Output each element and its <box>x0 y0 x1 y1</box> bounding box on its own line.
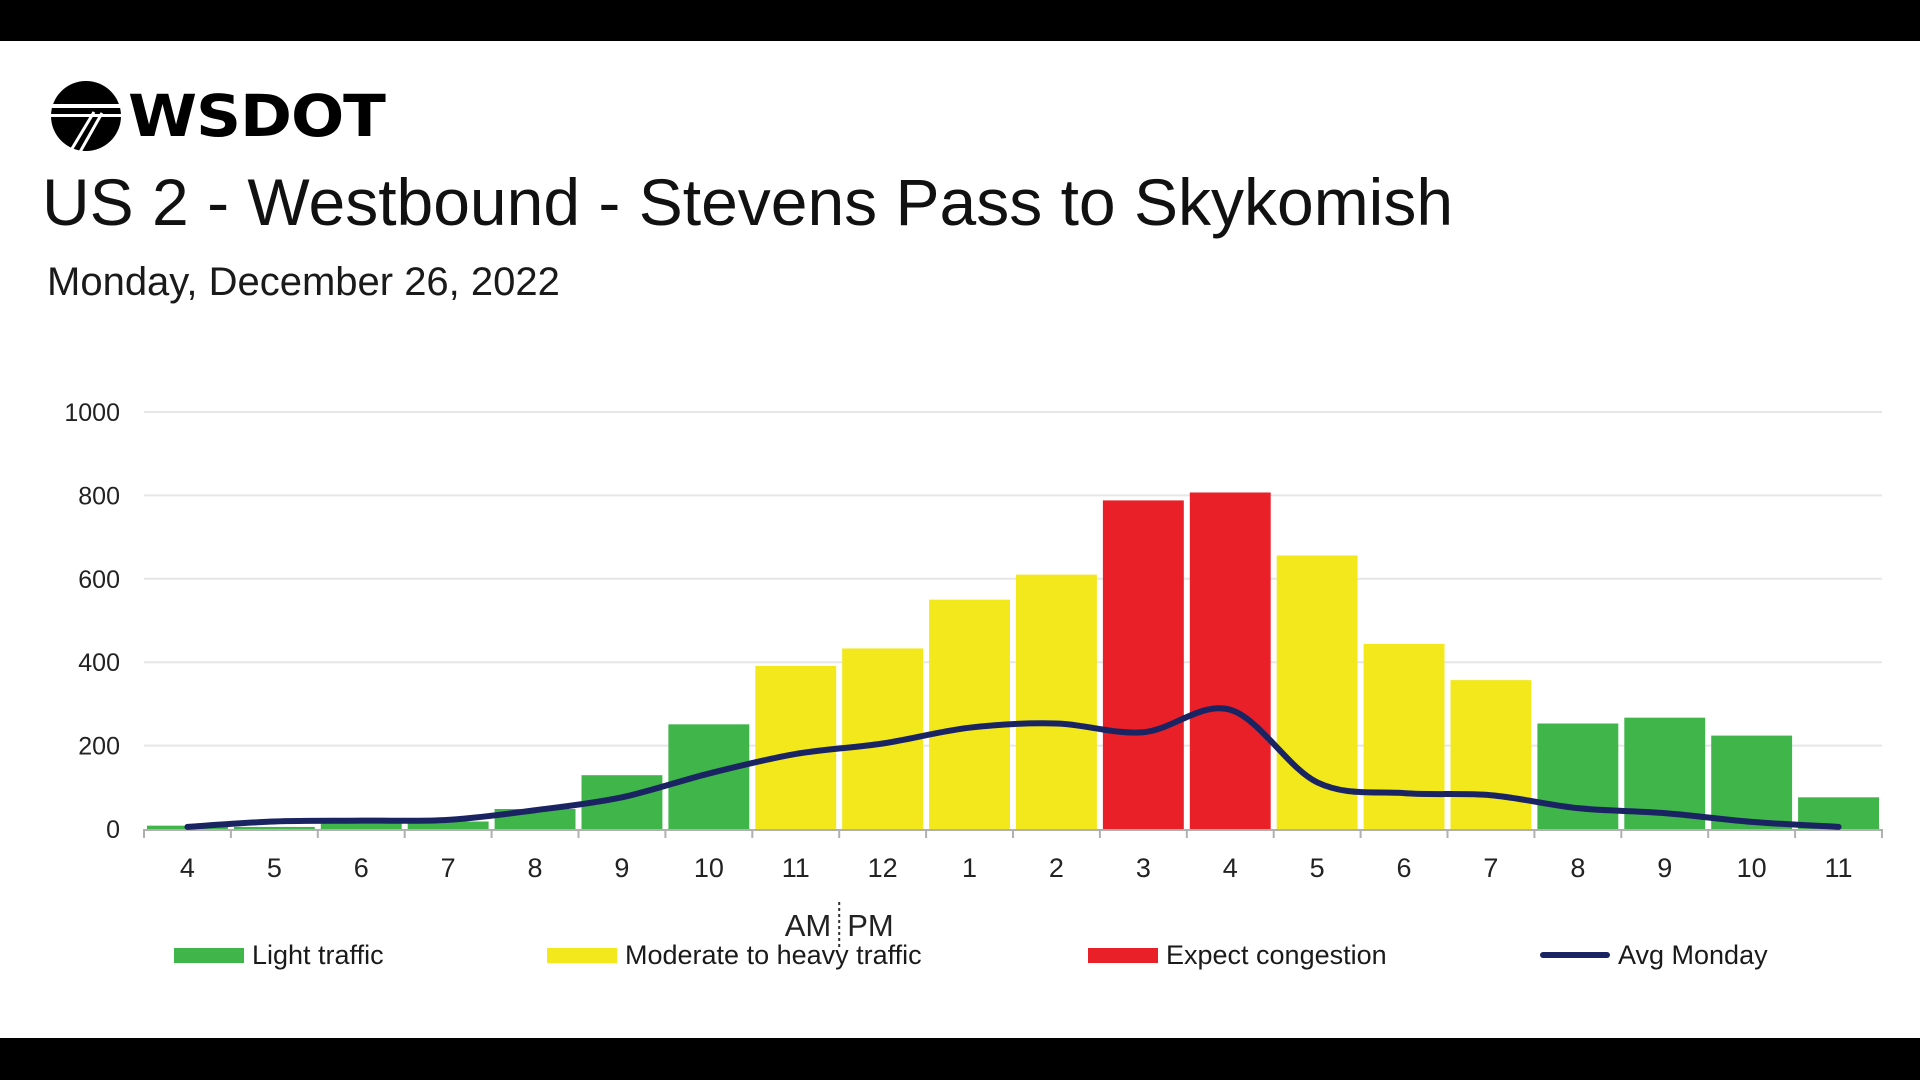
y-tick-label: 600 <box>78 566 120 594</box>
bar-light <box>320 821 402 829</box>
x-tick-label: 6 <box>354 853 369 883</box>
x-tick-label: 1 <box>962 853 977 883</box>
x-tick-label: 8 <box>528 853 543 883</box>
legend-label-avg: Avg Monday <box>1618 939 1768 970</box>
x-tick-label: 5 <box>267 853 282 883</box>
legend-item-moderate: Moderate to heavy traffic <box>547 935 922 975</box>
bar-light <box>407 821 489 829</box>
legend-label-moderate: Moderate to heavy traffic <box>625 939 922 970</box>
legend-swatch-light <box>174 947 244 963</box>
y-tick-label: 800 <box>78 482 120 510</box>
x-tick-label: 9 <box>614 853 629 883</box>
bar-moderate <box>1016 574 1097 829</box>
legend-line-avg-icon <box>1540 952 1610 958</box>
bar-congestion <box>1102 500 1184 829</box>
x-tick-label: 5 <box>1310 853 1325 883</box>
x-tick-label: 4 <box>1223 853 1238 883</box>
legend-item-congestion: Expect congestion <box>1088 935 1387 975</box>
wsdot-logo: WSDOT <box>50 81 386 152</box>
y-tick-label: 0 <box>106 816 120 844</box>
x-tick-label: 2 <box>1049 853 1064 883</box>
bar-light <box>668 724 750 829</box>
bar-light <box>1711 735 1793 829</box>
legend-label-light: Light traffic <box>252 939 384 970</box>
legend-swatch-congestion <box>1088 947 1158 963</box>
chart-legend: Light traffic Moderate to heavy traffic … <box>0 935 1920 975</box>
x-tick-label: 11 <box>1825 853 1853 883</box>
wsdot-emblem-icon <box>50 81 122 152</box>
x-tick-label: 4 <box>180 853 195 883</box>
logo-wordmark: WSDOT <box>128 82 386 150</box>
x-tick-label: 10 <box>694 853 724 883</box>
x-tick-label: 7 <box>1483 853 1498 883</box>
chart-subtitle: Monday, December 26, 2022 <box>47 260 560 304</box>
bar-moderate <box>1450 680 1532 829</box>
avg-monday-line <box>184 705 1842 830</box>
y-tick-label: 400 <box>78 649 120 677</box>
am-label: AM <box>785 908 832 943</box>
x-tick-label: 6 <box>1397 853 1412 883</box>
legend-item-avg: Avg Monday <box>1540 935 1768 975</box>
legend-label-congestion: Expect congestion <box>1166 939 1387 970</box>
bar-congestion <box>1189 492 1271 829</box>
x-tick-label: 12 <box>868 853 898 883</box>
legend-swatch-moderate <box>547 947 617 963</box>
bar-light <box>233 826 315 829</box>
chart-title: US 2 - Westbound - Stevens Pass to Skyko… <box>42 165 1454 239</box>
x-tick-label: 7 <box>441 853 456 883</box>
x-tick-label: 11 <box>782 853 810 883</box>
chart-canvas: WSDOT US 2 - Westbound - Stevens Pass to… <box>0 41 1920 1038</box>
x-tick-label: 3 <box>1136 853 1151 883</box>
x-tick-label: 9 <box>1657 853 1672 883</box>
bar-moderate <box>929 599 1010 829</box>
x-tick-label: 10 <box>1737 853 1767 883</box>
y-tick-label: 1000 <box>64 399 120 427</box>
y-tick-label: 200 <box>78 733 120 761</box>
bar-moderate <box>1363 643 1445 829</box>
pm-label: PM <box>847 908 894 943</box>
legend-item-light: Light traffic <box>174 935 384 975</box>
x-tick-label: 8 <box>1570 853 1585 883</box>
